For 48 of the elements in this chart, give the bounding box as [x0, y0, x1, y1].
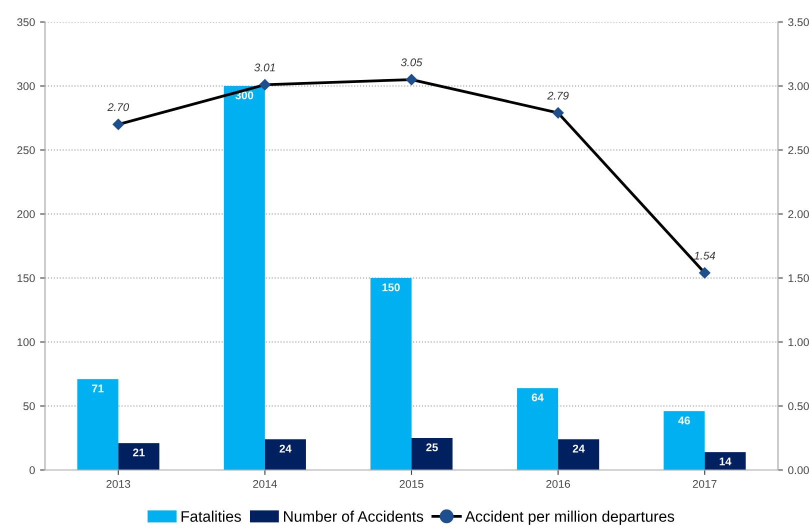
legend-label: Accident per million departures — [465, 510, 674, 525]
data-label: 64 — [532, 393, 544, 402]
y-tick-label: 0 — [30, 466, 35, 474]
data-label: 3.01 — [254, 64, 275, 72]
data-label: 46 — [678, 416, 690, 424]
y2-tick-label: 0.50 — [788, 402, 809, 410]
bar — [264, 439, 306, 470]
data-label: 14 — [720, 458, 732, 466]
y-tick-label: 100 — [18, 338, 35, 346]
data-label: 25 — [426, 443, 438, 452]
data-label: 3.05 — [400, 58, 422, 66]
bar — [370, 278, 412, 470]
legend-label: Fatalities — [182, 510, 241, 522]
y2-tick-label: 0.00 — [788, 466, 809, 474]
bar — [558, 439, 600, 470]
bar — [517, 388, 558, 470]
bar — [704, 452, 746, 470]
y-tick-label: 300 — [17, 82, 35, 90]
x-tick-label: 2014 — [253, 480, 277, 488]
y2-tick-label: 3.50 — [788, 18, 809, 26]
bar — [412, 438, 453, 470]
x-tick-label: 2013 — [106, 480, 130, 488]
legend-label: Number of Accidents — [284, 510, 424, 522]
x-tick-label: 2017 — [692, 480, 716, 488]
y2-tick-label: 3.00 — [788, 82, 809, 90]
data-label: 2.79 — [547, 92, 569, 100]
y2-tick-label: 2.50 — [788, 146, 809, 154]
y-tick-label: 150 — [18, 274, 35, 282]
y-tick-label: 50 — [23, 402, 35, 410]
data-label: 2.70 — [107, 103, 130, 112]
bar — [224, 86, 265, 470]
y2-tick-label: 1.50 — [788, 274, 809, 282]
y-tick-label: 350 — [17, 18, 35, 26]
data-label: 71 — [92, 384, 104, 392]
bar — [77, 379, 118, 470]
x-tick-label: 2016 — [546, 480, 570, 488]
bar — [118, 443, 160, 470]
y2-tick-label: 1.00 — [788, 338, 809, 346]
data-label: 1.54 — [694, 252, 716, 260]
data-label: 24 — [280, 444, 292, 452]
data-label: 21 — [133, 448, 145, 456]
y2-tick-label: 2.00 — [788, 210, 809, 218]
y-tick-label: 250 — [17, 146, 35, 154]
y-tick-label: 200 — [17, 210, 35, 218]
x-tick-label: 2015 — [400, 480, 424, 488]
data-label: 150 — [382, 283, 400, 292]
data-label: 24 — [572, 444, 585, 452]
bar — [664, 411, 705, 470]
